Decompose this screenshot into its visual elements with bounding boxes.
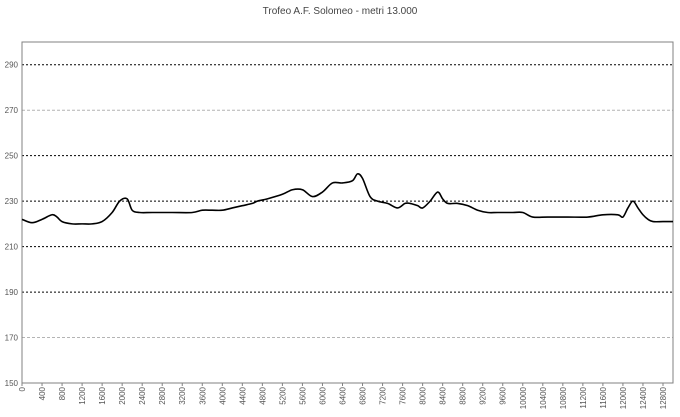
x-tick-label: 400 bbox=[38, 386, 47, 400]
x-tick-label: 800 bbox=[58, 386, 67, 400]
x-tick-label: 8400 bbox=[439, 386, 448, 404]
x-tick-label: 9600 bbox=[499, 386, 508, 404]
axes bbox=[21, 41, 674, 386]
x-tick-label: 10400 bbox=[539, 386, 548, 409]
y-tick-labels: 150 170 190 210 230 250 270 290 bbox=[5, 61, 19, 388]
x-tick-label: 7200 bbox=[379, 386, 388, 404]
series-line bbox=[21, 172, 673, 225]
x-tick-label: 10000 bbox=[519, 386, 528, 409]
x-tick-label: 5600 bbox=[298, 386, 307, 404]
series bbox=[21, 172, 673, 225]
plot-frame bbox=[21, 41, 674, 384]
y-tick-label: 150 bbox=[5, 379, 19, 388]
chart-title: Trofeo A.F. Solomeo - metri 13.000 bbox=[262, 6, 418, 17]
x-tick-label: 11600 bbox=[599, 386, 608, 408]
y-tick-label: 230 bbox=[5, 197, 19, 206]
x-tick-label: 2800 bbox=[158, 386, 167, 404]
x-tick-label: 12800 bbox=[659, 386, 668, 409]
x-tick-label: 4400 bbox=[238, 386, 247, 404]
x-tick-label: 6400 bbox=[338, 386, 347, 404]
x-tick-label: 12400 bbox=[639, 386, 648, 409]
x-tick-label: 1200 bbox=[78, 386, 87, 404]
x-tick-label: 6800 bbox=[359, 386, 368, 404]
x-tick-label: 1600 bbox=[98, 386, 107, 404]
x-tick-label: 10800 bbox=[559, 386, 568, 409]
gridlines bbox=[22, 64, 673, 339]
x-tick-label: 6000 bbox=[318, 386, 327, 404]
x-tick-labels: 0 400 800 1200 1600 2000 2400 2800 3200 3600 4000 4… bbox=[18, 386, 668, 409]
y-tick-label: 290 bbox=[5, 61, 19, 70]
x-tick-label: 7600 bbox=[399, 386, 408, 404]
x-tick-label: 4800 bbox=[258, 386, 267, 404]
y-tick-label: 250 bbox=[5, 152, 19, 161]
x-tick-label: 2400 bbox=[138, 386, 147, 404]
y-tick-label: 190 bbox=[5, 288, 19, 297]
x-tick-label: 11200 bbox=[579, 386, 588, 408]
x-tick-label: 5200 bbox=[278, 386, 287, 404]
x-tick-label: 0 bbox=[18, 386, 27, 391]
y-tick-label: 210 bbox=[5, 243, 19, 252]
y-tick-label: 270 bbox=[5, 106, 19, 115]
x-tick-label: 2000 bbox=[118, 386, 127, 404]
x-tick-label: 9200 bbox=[479, 386, 488, 404]
x-tick-label: 3200 bbox=[178, 386, 187, 404]
x-tick-label: 3600 bbox=[198, 386, 207, 404]
x-tick-label: 8800 bbox=[459, 386, 468, 404]
x-tick-label: 12000 bbox=[619, 386, 628, 409]
y-tick-label: 170 bbox=[5, 334, 19, 343]
x-tick-label: 4000 bbox=[218, 386, 227, 404]
x-tick-label: 8000 bbox=[419, 386, 428, 404]
